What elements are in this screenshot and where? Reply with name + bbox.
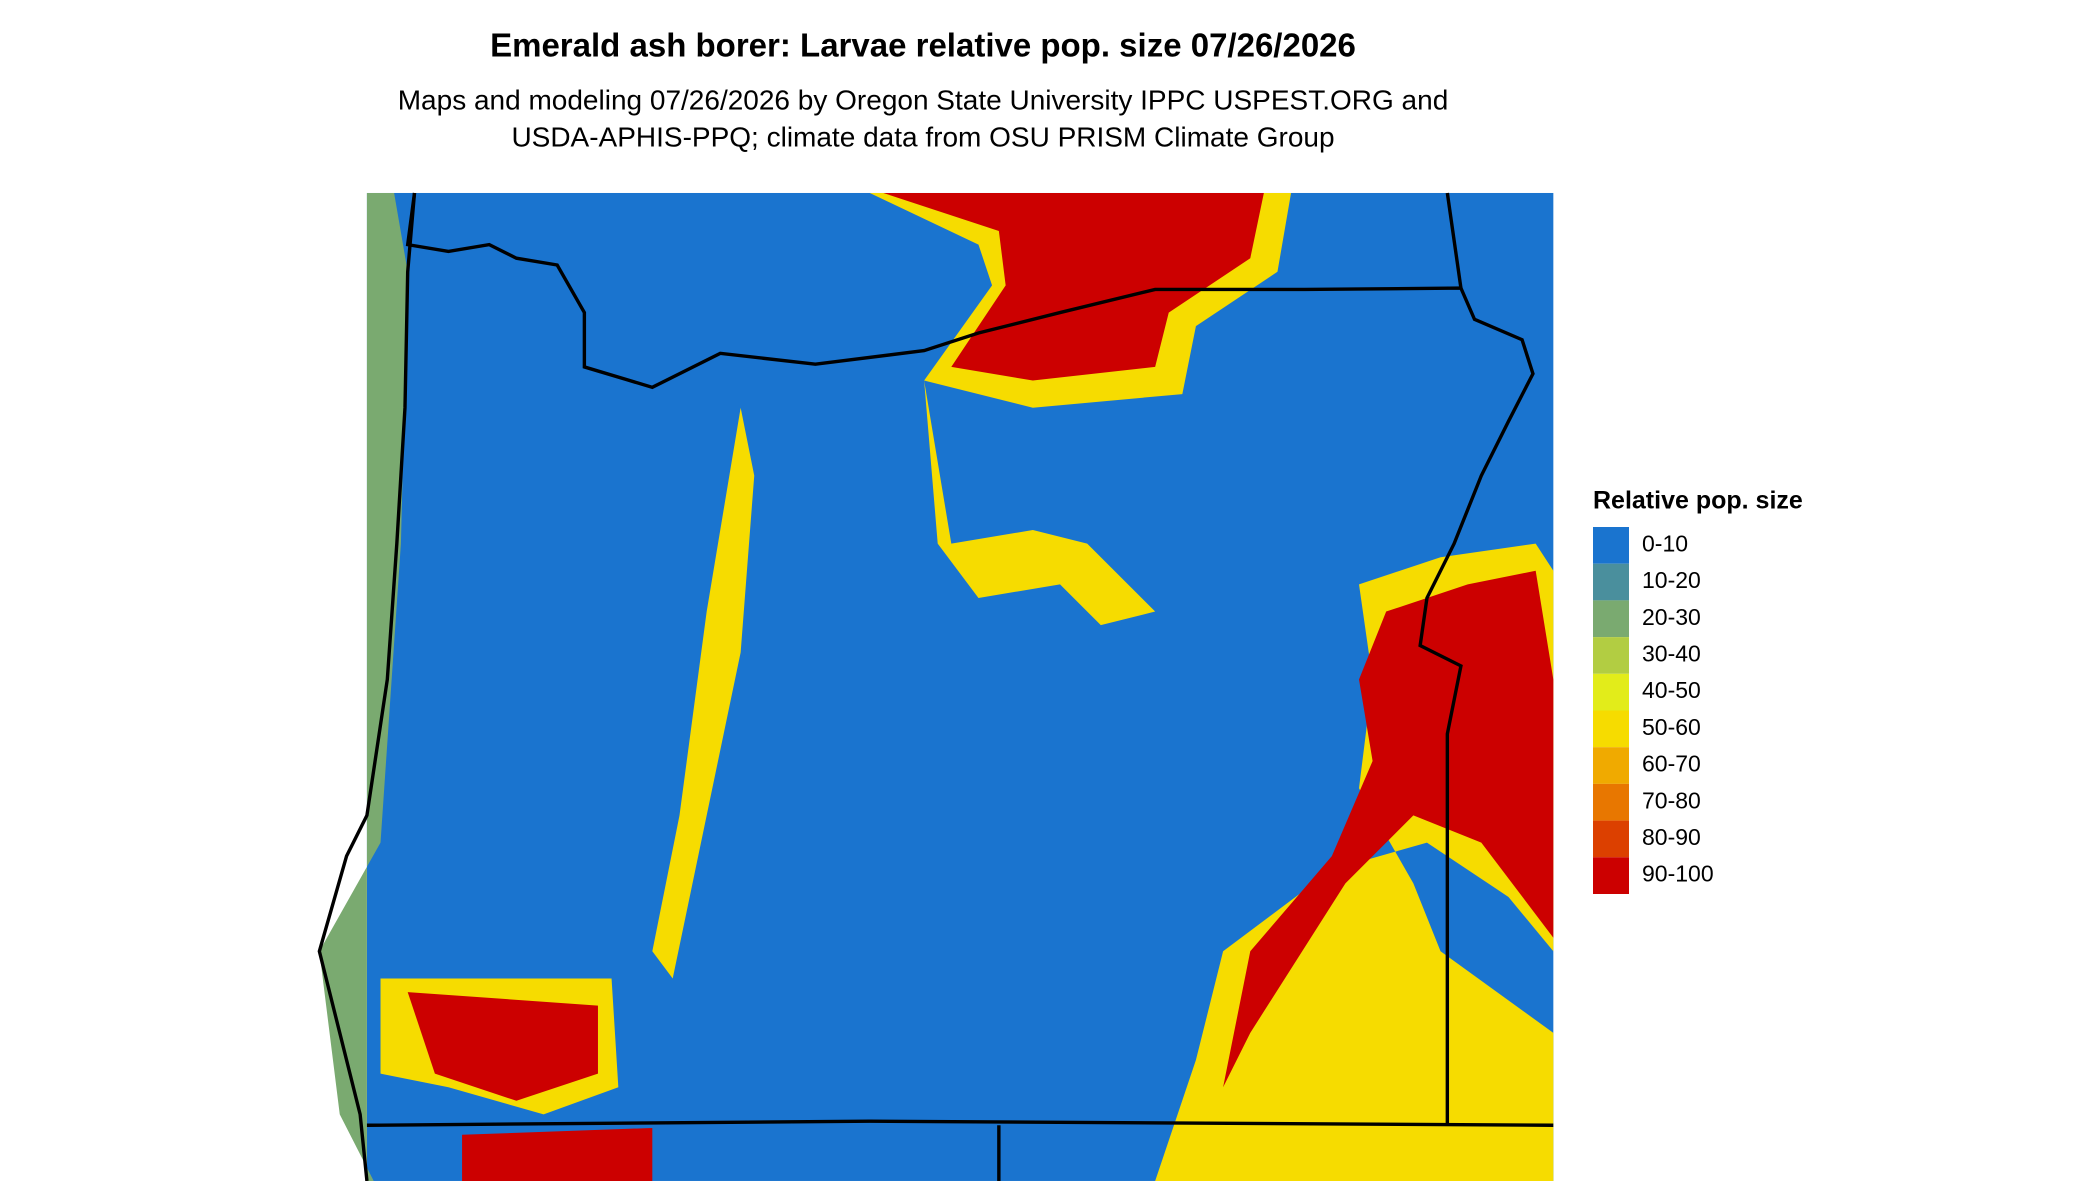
subtitle: Maps and modeling 07/26/2026 by Oregon S… [398,84,1449,115]
legend-label: 90-100 [1642,861,1714,887]
hot-zone [462,1127,653,1181]
legend-label: 30-40 [1642,641,1701,667]
legend-swatch [1593,783,1629,821]
legend-label: 80-90 [1642,824,1701,850]
hot-zone [1223,570,1554,1088]
legend-label: 0-10 [1642,530,1688,556]
legend-swatch [1593,600,1629,638]
legend-swatch [1593,857,1629,894]
ridge [652,407,755,979]
legend-label: 60-70 [1642,751,1701,777]
legend-label: 50-60 [1642,714,1701,740]
legend-swatch [1593,637,1629,674]
ridge [924,380,1156,626]
subtitle: USDA-APHIS-PPQ; climate data from OSU PR… [511,121,1334,152]
legend-label: 20-30 [1642,604,1701,630]
hot-zone [407,992,598,1101]
legend-swatch [1593,747,1629,784]
coast-zone [319,192,408,1181]
legend-swatch [1593,563,1629,601]
legend-swatch [1593,673,1629,711]
legend-swatch [1593,820,1629,858]
legend-swatch [1593,527,1629,564]
legend-label: 70-80 [1642,787,1701,813]
map [317,192,1554,1181]
legend-label: 40-50 [1642,677,1701,703]
legend-swatch [1593,710,1629,748]
title: Emerald ash borer: Larvae relative pop. … [490,27,1356,64]
legend-title: Relative pop. size [1593,487,1803,515]
borders [317,192,1554,1181]
legend-label: 10-20 [1642,567,1701,593]
